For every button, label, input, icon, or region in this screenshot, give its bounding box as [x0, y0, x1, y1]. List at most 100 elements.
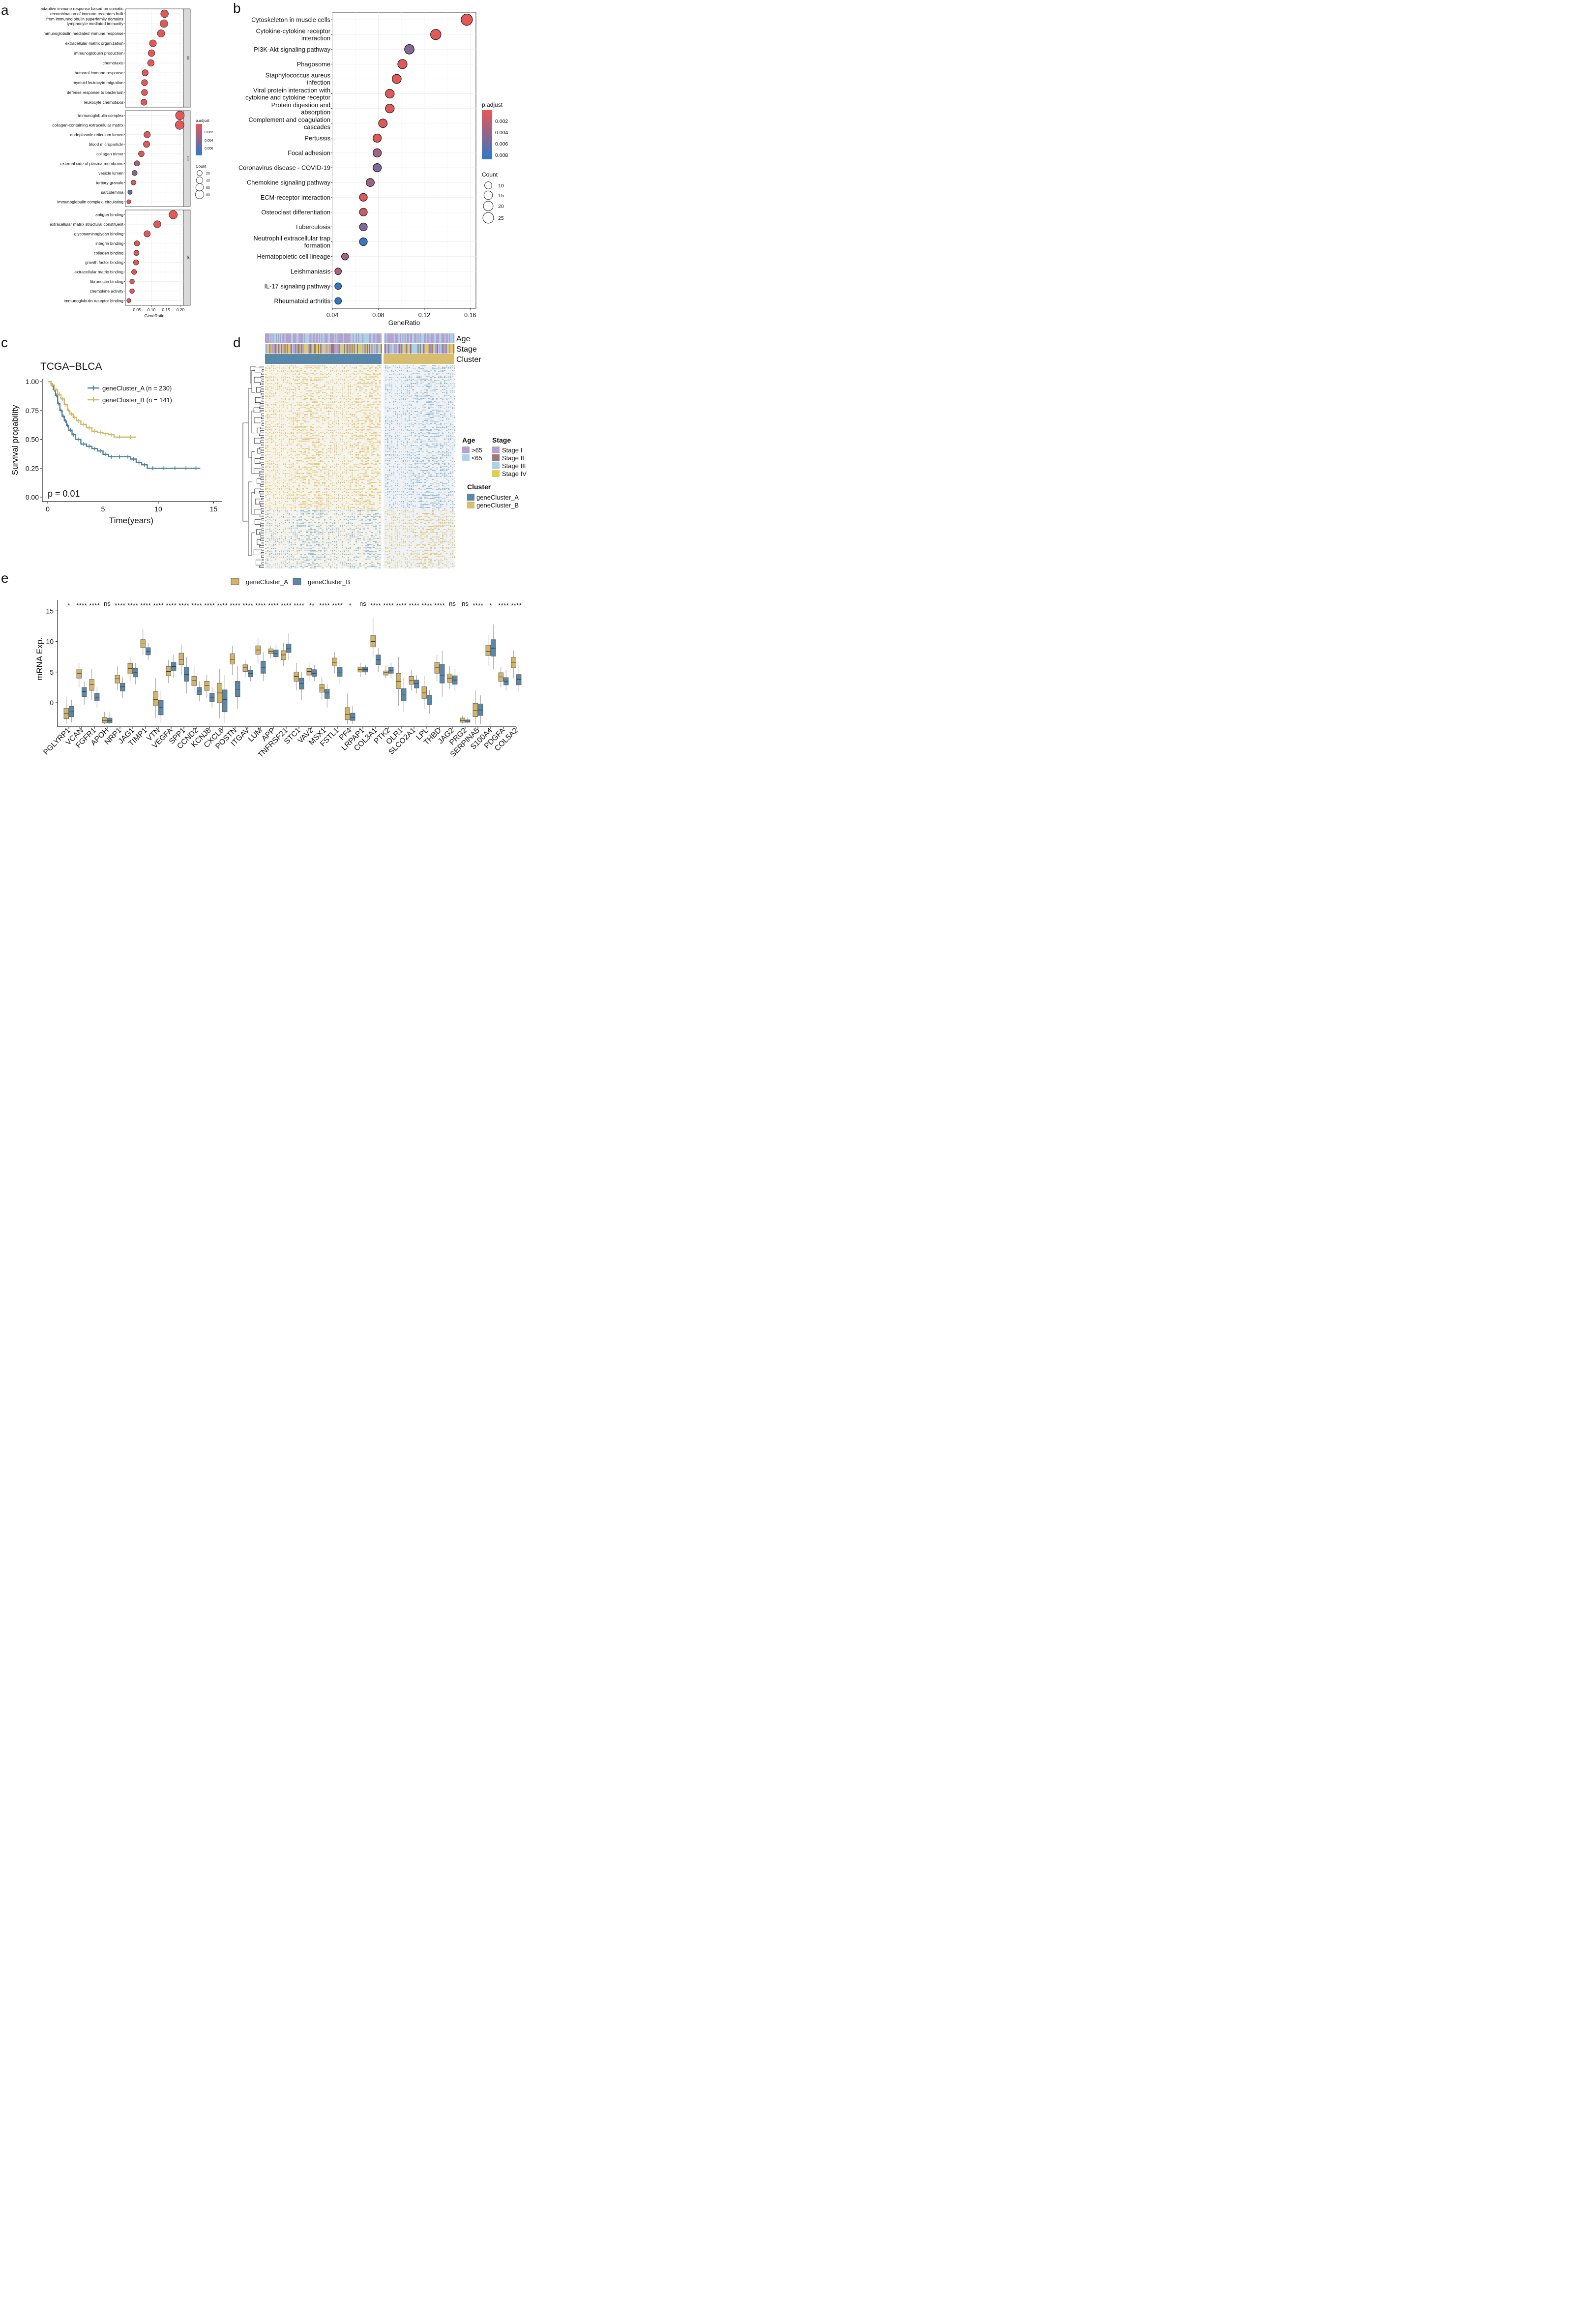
heatmap-cell: [387, 482, 388, 483]
heatmap-cell: [440, 482, 442, 483]
heatmap-cell: [283, 464, 284, 465]
heatmap-cell: [296, 488, 298, 489]
heatmap-cell: [440, 376, 442, 377]
heatmap-cell: [346, 442, 347, 443]
heatmap-cell: [409, 379, 410, 380]
heatmap-cell: [281, 455, 282, 456]
heatmap-cell: [332, 473, 333, 474]
heatmap-cell: [275, 485, 276, 486]
annotation-age-cell: [308, 333, 310, 343]
heatmap-cell: [432, 467, 434, 468]
heatmap-cell: [405, 386, 406, 387]
heatmap-cell: [350, 508, 351, 509]
annotation-age-cell: [317, 333, 318, 343]
annotation-age-cell: [330, 333, 331, 343]
heatmap-cell: [359, 387, 361, 388]
heatmap-cell: [413, 489, 414, 490]
heatmap-cell: [330, 503, 331, 504]
heatmap-cell: [385, 463, 386, 464]
heatmap-cell: [320, 373, 322, 374]
heatmap-cell: [350, 451, 351, 452]
heatmap-cell: [363, 473, 365, 474]
heatmap-cell: [371, 377, 373, 378]
heatmap-cell: [365, 389, 367, 390]
heatmap-cell: [403, 491, 404, 492]
heatmap-cell: [454, 444, 455, 445]
heatmap-cell: [352, 475, 353, 476]
heatmap-cell: [411, 445, 412, 446]
heatmap-cell: [369, 371, 371, 372]
heatmap-cell: [328, 503, 329, 504]
heatmap-cell: [306, 488, 308, 489]
heatmap-cell: [316, 430, 318, 431]
pathway-label: Leishmaniasis: [291, 268, 330, 275]
heatmap-cell: [422, 495, 424, 496]
annotation-stage-cell: [372, 344, 374, 354]
heatmap-cell: [273, 395, 274, 396]
heatmap-cell: [446, 411, 447, 412]
heatmap-cell: [448, 455, 449, 456]
heatmap-cell: [454, 461, 455, 462]
heatmap-cell: [269, 489, 270, 490]
heatmap-cell: [440, 507, 442, 508]
go-term-dot: [126, 199, 131, 204]
heatmap-cell: [379, 382, 381, 383]
heatmap-cell: [371, 370, 373, 371]
heatmap-cell: [271, 377, 272, 378]
heatmap-cell: [409, 454, 410, 455]
heatmap-cell: [369, 379, 371, 380]
heatmap-cell: [326, 393, 327, 394]
heatmap-cell: [428, 395, 430, 396]
heatmap-cell: [411, 485, 412, 486]
heatmap-cell: [389, 492, 390, 493]
heatmap-cell: [308, 470, 310, 471]
heatmap-cell: [310, 475, 312, 476]
heatmap-cell: [332, 404, 333, 405]
heatmap-cell: [393, 374, 394, 375]
heatmap-cell: [434, 410, 436, 411]
annotation-age-cell: [431, 333, 433, 343]
heatmap-cell: [316, 393, 318, 394]
heatmap-cell: [308, 365, 310, 366]
heatmap-cell: [430, 421, 432, 422]
heatmap-cell: [357, 399, 359, 400]
pathway-label: infection: [307, 79, 330, 86]
annotation-age-cell: [355, 333, 356, 343]
heatmap-cell: [342, 463, 343, 464]
heatmap-cell: [293, 429, 294, 430]
heatmap-cell: [399, 469, 400, 470]
heatmap-cell: [298, 396, 300, 397]
heatmap-cell: [295, 405, 296, 406]
heatmap-cell: [338, 488, 339, 489]
heatmap-cell: [399, 475, 400, 476]
heatmap-cell: [448, 407, 449, 408]
heatmap-cell: [322, 413, 324, 414]
heatmap-cell: [405, 393, 406, 394]
heatmap-cell: [452, 464, 453, 465]
heatmap-cell: [440, 382, 442, 383]
heatmap-cell: [346, 399, 347, 400]
heatmap-cell: [393, 401, 394, 402]
heatmap-cell: [440, 454, 442, 455]
heatmap-cell: [411, 446, 412, 447]
heatmap-cell: [265, 489, 266, 490]
heatmap-cell: [401, 477, 402, 478]
heatmap-cell: [267, 433, 268, 434]
heatmap-cell: [442, 451, 443, 452]
heatmap-cell: [365, 413, 367, 414]
heatmap-cell: [428, 504, 430, 505]
heatmap-cell: [405, 414, 406, 415]
heatmap-cell: [411, 467, 412, 468]
heatmap-cell: [405, 469, 406, 470]
heatmap-cell: [346, 376, 347, 377]
heatmap-cell: [273, 433, 274, 434]
heatmap-cell: [369, 413, 371, 414]
heatmap-cell: [346, 365, 347, 366]
heatmap-cell: [432, 495, 434, 496]
heatmap-cell: [338, 392, 339, 393]
heatmap-cell: [265, 463, 266, 464]
heatmap-cell: [330, 480, 331, 481]
heatmap-cell: [442, 389, 443, 390]
heatmap-cell: [344, 392, 345, 393]
heatmap-cell: [285, 376, 286, 377]
